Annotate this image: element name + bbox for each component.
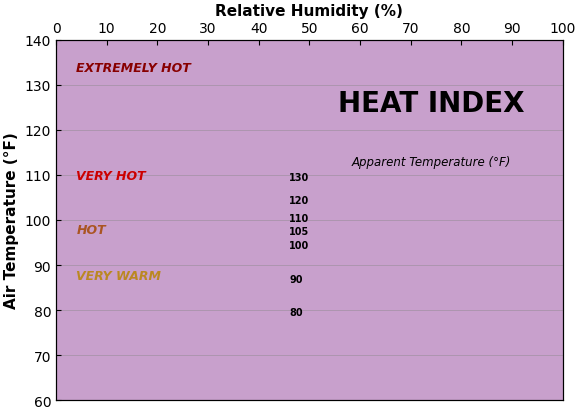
Text: VERY WARM: VERY WARM	[77, 269, 161, 282]
Text: 120: 120	[289, 195, 309, 205]
Text: HEAT INDEX: HEAT INDEX	[338, 90, 524, 117]
Text: 110: 110	[289, 213, 309, 223]
Text: 80: 80	[289, 308, 303, 318]
Text: EXTREMELY HOT: EXTREMELY HOT	[77, 62, 191, 75]
Text: VERY HOT: VERY HOT	[77, 170, 146, 183]
Text: 100: 100	[289, 240, 309, 250]
Text: 105: 105	[289, 227, 309, 237]
Text: HOT: HOT	[77, 224, 106, 237]
Y-axis label: Air Temperature (°F): Air Temperature (°F)	[4, 132, 19, 309]
Text: 130: 130	[289, 173, 309, 183]
Text: Apparent Temperature (°F): Apparent Temperature (°F)	[351, 155, 510, 169]
Text: 90: 90	[289, 274, 303, 284]
X-axis label: Relative Humidity (%): Relative Humidity (%)	[215, 4, 403, 19]
